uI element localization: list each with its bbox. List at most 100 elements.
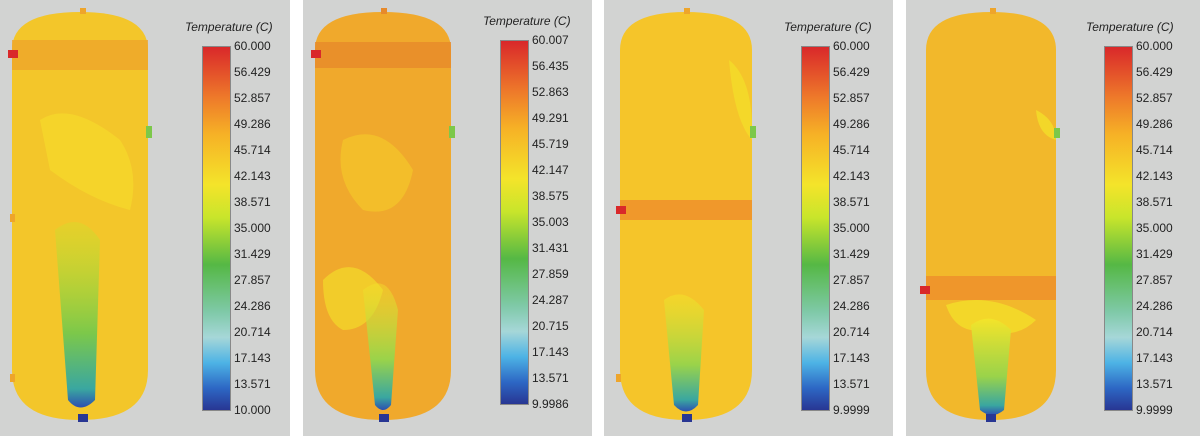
hot-layer — [620, 200, 752, 220]
panel-1: Temperature (C) 60.000 56.429 52.857 49.… — [0, 0, 290, 436]
tick-label: 27.857 — [833, 273, 870, 287]
tick-label: 52.857 — [234, 91, 271, 105]
tick-label: 56.429 — [1136, 65, 1173, 79]
tick-label: 42.143 — [234, 169, 271, 183]
tick-label: 24.286 — [234, 299, 271, 313]
tick-label: 49.291 — [532, 111, 569, 125]
cold-plume — [55, 222, 100, 408]
tank-2 — [311, 8, 455, 422]
color-scale-bar — [202, 46, 231, 411]
tick-label: 45.714 — [1136, 143, 1173, 157]
tick-label: 20.715 — [532, 319, 569, 333]
tick-label: 24.286 — [1136, 299, 1173, 313]
tick-label: 35.000 — [833, 221, 870, 235]
tick-label: 24.287 — [532, 293, 569, 307]
tick-label: 17.143 — [234, 351, 271, 365]
legend-title: Temperature (C) — [185, 20, 273, 34]
side-port — [146, 126, 152, 138]
tick-label: 56.429 — [234, 65, 271, 79]
tick-label: 60.000 — [833, 39, 870, 53]
bottom-inlet — [78, 414, 88, 422]
tick-label: 38.571 — [234, 195, 271, 209]
hot-layer — [315, 42, 451, 68]
tick-label: 27.859 — [532, 267, 569, 281]
tick-label: 17.143 — [833, 351, 870, 365]
bottom-inlet — [379, 414, 389, 422]
tick-label: 13.571 — [532, 371, 569, 385]
cold-plume — [363, 283, 398, 410]
tick-label: 49.286 — [1136, 117, 1173, 131]
tick-label: 13.571 — [1136, 377, 1173, 391]
top-nozzle — [80, 8, 86, 14]
inlet-port — [311, 50, 321, 58]
tick-label: 60.007 — [532, 33, 569, 47]
legend-title: Temperature (C) — [784, 20, 872, 34]
top-nozzle — [381, 8, 387, 14]
panel-2: Temperature (C) 60.007 56.435 52.863 49.… — [303, 0, 592, 436]
inlet-port — [920, 286, 930, 294]
color-scale-bar — [500, 40, 529, 405]
side-port — [750, 126, 756, 138]
tick-label: 13.571 — [833, 377, 870, 391]
tick-label: 9.9986 — [532, 397, 569, 411]
side-port — [1054, 128, 1060, 138]
tick-label: 60.000 — [234, 39, 271, 53]
tick-label: 60.000 — [1136, 39, 1173, 53]
panel-3: Temperature (C) 60.000 56.429 52.857 49.… — [604, 0, 893, 436]
tick-label: 17.143 — [532, 345, 569, 359]
cold-plume — [971, 318, 1011, 415]
tick-label: 38.571 — [833, 195, 870, 209]
tick-label: 42.143 — [1136, 169, 1173, 183]
tick-label: 35.000 — [1136, 221, 1173, 235]
color-scale-bar — [1104, 46, 1133, 411]
hot-layer — [926, 276, 1056, 300]
top-nozzle — [990, 8, 996, 14]
tick-label: 52.857 — [833, 91, 870, 105]
tick-label: 20.714 — [234, 325, 271, 339]
tick-label: 27.857 — [1136, 273, 1173, 287]
cold-plume — [664, 294, 704, 412]
tick-label: 20.714 — [833, 325, 870, 339]
bottom-inlet — [986, 414, 996, 422]
top-nozzle — [684, 8, 690, 14]
tick-label: 56.435 — [532, 59, 569, 73]
tick-label: 52.863 — [532, 85, 569, 99]
tick-label: 56.429 — [833, 65, 870, 79]
tank-3 — [616, 8, 756, 422]
tick-label: 42.143 — [833, 169, 870, 183]
tick-label: 17.143 — [1136, 351, 1173, 365]
tick-label: 45.714 — [833, 143, 870, 157]
tick-label: 27.857 — [234, 273, 271, 287]
hot-layer — [12, 40, 148, 70]
panel-4: Temperature (C) 60.000 56.429 52.857 49.… — [906, 0, 1200, 436]
tick-label: 38.575 — [532, 189, 569, 203]
tick-label: 10.000 — [234, 403, 271, 417]
tick-label: 24.286 — [833, 299, 870, 313]
inlet-port — [616, 206, 626, 214]
bottom-inlet — [682, 414, 692, 422]
inlet-port — [8, 50, 18, 58]
tank-4 — [920, 8, 1060, 422]
tick-label: 31.431 — [532, 241, 569, 255]
tick-label: 9.9999 — [1136, 403, 1173, 417]
tick-label: 45.719 — [532, 137, 569, 151]
tick-label: 31.429 — [1136, 247, 1173, 261]
color-scale-bar — [801, 46, 830, 411]
legend-title: Temperature (C) — [483, 14, 571, 28]
tick-label: 49.286 — [234, 117, 271, 131]
tick-label: 49.286 — [833, 117, 870, 131]
tick-label: 31.429 — [234, 247, 271, 261]
tick-label: 35.000 — [234, 221, 271, 235]
tick-label: 42.147 — [532, 163, 569, 177]
tick-label: 9.9999 — [833, 403, 870, 417]
legend-title: Temperature (C) — [1086, 20, 1174, 34]
tick-label: 52.857 — [1136, 91, 1173, 105]
tick-label: 13.571 — [234, 377, 271, 391]
tick-label: 20.714 — [1136, 325, 1173, 339]
tick-label: 45.714 — [234, 143, 271, 157]
tick-label: 31.429 — [833, 247, 870, 261]
tick-label: 35.003 — [532, 215, 569, 229]
tick-label: 38.571 — [1136, 195, 1173, 209]
side-port — [449, 126, 455, 138]
tank-body — [12, 12, 148, 420]
